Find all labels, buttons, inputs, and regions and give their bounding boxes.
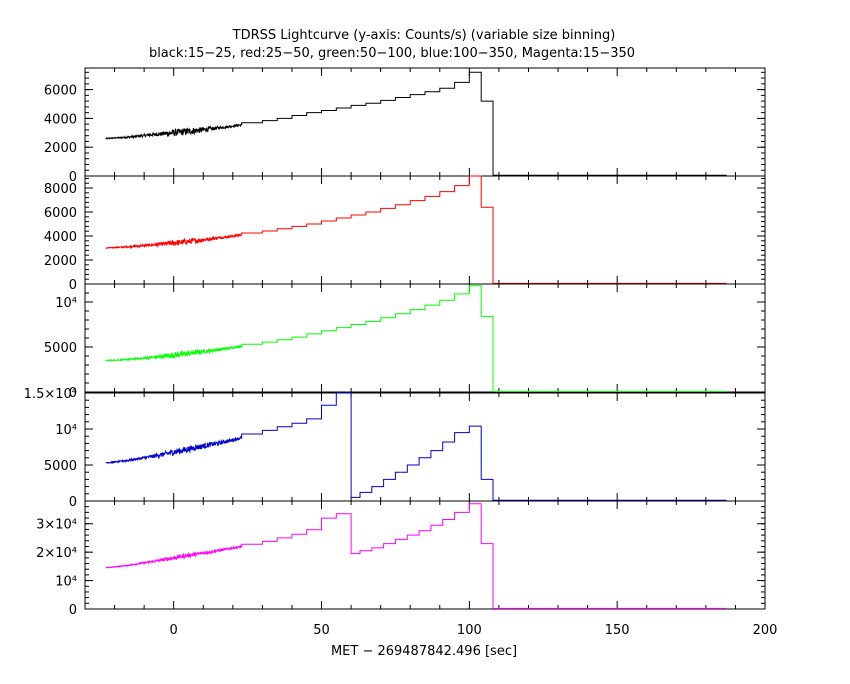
x-tick-label: 100 xyxy=(457,623,482,638)
y-tick-label: 4000 xyxy=(44,112,77,127)
panel-frame xyxy=(84,500,766,610)
panel-15-350: 0 10⁴ 2×10⁴ 3×10⁴ xyxy=(36,500,766,618)
y-tick-label: 8000 xyxy=(44,182,77,197)
panel-50-100: 0 5000 10⁴ xyxy=(44,283,766,401)
y-tick-label: 4000 xyxy=(44,230,77,245)
y-tick-label: 10⁴ xyxy=(55,296,77,311)
y-tick-label: 0 xyxy=(69,278,77,293)
x-tick-label: 0 xyxy=(170,623,178,638)
panels-group: 0200040006000020004000600080000500010⁴05… xyxy=(24,67,778,638)
series-line-100-350 xyxy=(105,392,727,501)
y-tick-label: 0 xyxy=(69,170,77,185)
y-tick-label: 2×10⁴ xyxy=(36,546,77,561)
y-tick-label: 1.5×10⁴ xyxy=(24,387,77,402)
y-tick-label: 0 xyxy=(69,386,77,401)
y-tick-label: 2000 xyxy=(44,254,77,269)
y-tick-label: 10⁴ xyxy=(55,423,77,438)
x-axis-label: MET − 269487842.496 [sec] xyxy=(331,644,517,659)
y-tick-label: 3×10⁴ xyxy=(36,518,77,533)
x-tick-label: 200 xyxy=(753,623,778,638)
x-tick-label: 150 xyxy=(605,623,630,638)
x-tick-label: 50 xyxy=(313,623,330,638)
y-tick-label: 6000 xyxy=(44,84,77,99)
panel-100-350: 0 5000 10⁴ 1.5×10⁴ xyxy=(24,387,766,510)
y-tick-label: 5000 xyxy=(44,341,77,356)
panel-25-50: 0 2000 4000 6000 8000 xyxy=(44,175,766,293)
chart-subtitle: black:15−25, red:25−50, green:50−100, bl… xyxy=(149,46,635,61)
y-tick-label: 0 xyxy=(69,495,77,510)
panel-frame xyxy=(84,175,766,285)
panel-frame xyxy=(84,392,766,502)
y-tick-label: 10⁴ xyxy=(55,575,77,590)
chart-title: TDRSS Lightcurve (y-axis: Counts/s) (var… xyxy=(232,28,616,43)
series-line-15-350 xyxy=(105,503,727,609)
series-line-50-100 xyxy=(105,285,727,392)
series-line-25-50 xyxy=(105,175,727,284)
panel-frame xyxy=(84,283,766,393)
panel-frame xyxy=(84,67,766,177)
y-tick-label: 0 xyxy=(69,603,77,618)
y-tick-label: 6000 xyxy=(44,206,77,221)
y-tick-label: 2000 xyxy=(44,141,77,156)
y-tick-label: 5000 xyxy=(44,459,77,474)
panel-15-25: 0 2000 4000 6000 xyxy=(44,67,766,185)
series-line-15-25 xyxy=(105,71,727,176)
